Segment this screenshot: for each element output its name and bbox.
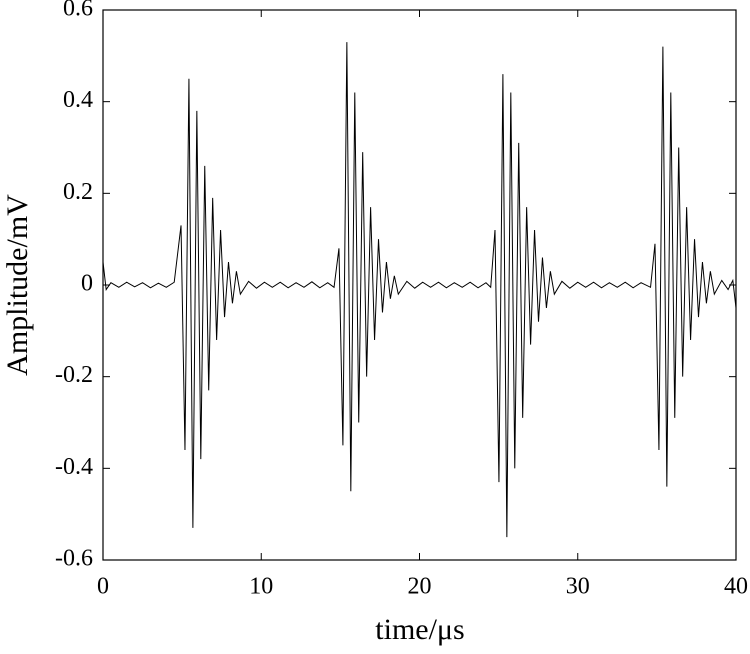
x-axis-label: time/μs bbox=[375, 613, 464, 646]
x-tick-label: 20 bbox=[408, 574, 432, 600]
y-tick-label: 0 bbox=[81, 271, 93, 297]
x-tick-label: 40 bbox=[724, 574, 748, 600]
y-tick-label: -0.6 bbox=[55, 546, 93, 572]
y-tick-label: 0.2 bbox=[63, 179, 93, 205]
x-tick-label: 30 bbox=[566, 574, 590, 600]
y-axis-label: Amplitude/mV bbox=[1, 194, 34, 376]
signal-line bbox=[102, 42, 737, 538]
x-tick-label: 10 bbox=[249, 574, 273, 600]
y-tick-label: 0.4 bbox=[63, 87, 93, 113]
y-tick-label: -0.2 bbox=[55, 362, 93, 388]
y-tick-label: 0.6 bbox=[63, 0, 93, 22]
x-tick-label: 0 bbox=[97, 574, 109, 600]
y-tick-label: -0.4 bbox=[55, 454, 93, 480]
